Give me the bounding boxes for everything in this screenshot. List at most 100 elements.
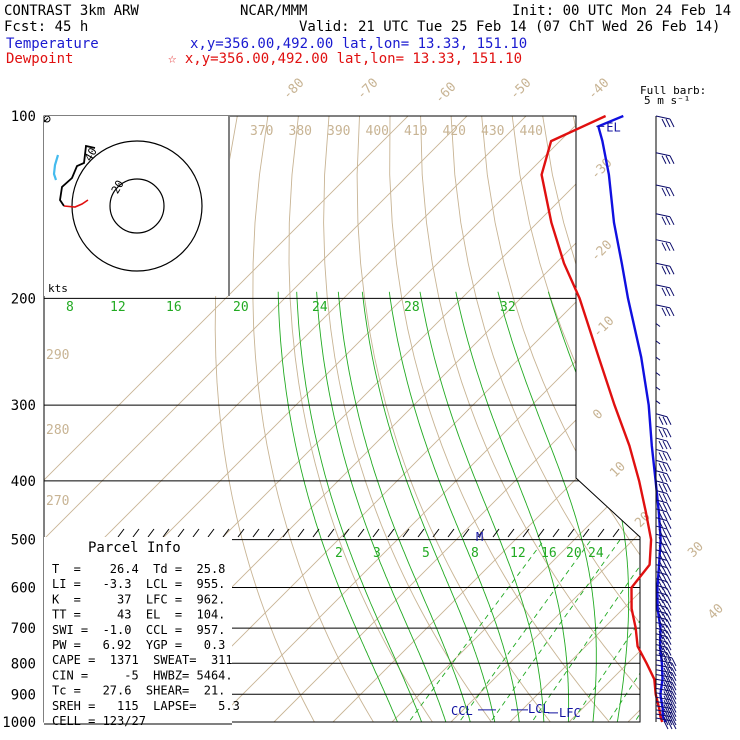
wind-barb-feather	[661, 155, 667, 165]
isotherm-line	[44, 116, 409, 722]
isobar-hatch	[312, 528, 320, 538]
wind-barb-feather	[661, 287, 667, 297]
wind-barb-feather	[662, 636, 668, 645]
wind-barb-feather	[658, 452, 664, 461]
wind-barb-staff	[655, 664, 673, 669]
theta-e-label: 32	[500, 300, 516, 315]
wind-barb-feather	[662, 613, 668, 622]
wind-barb-staff	[655, 508, 668, 513]
mixing-ratio-label: 8	[471, 546, 479, 561]
dewpoint-profile	[540, 114, 664, 723]
isobar-hatch	[207, 528, 215, 538]
init-time: Init: 00 UTC Mon 24 Feb 14	[512, 3, 731, 19]
pressure-axis-labels: 100 200 300 400 500 600 700 800 900 1000	[2, 109, 36, 731]
wind-barb	[655, 717, 677, 730]
wind-barb-staff	[655, 340, 661, 345]
wind-barb-staff	[655, 400, 661, 405]
wind-barb-feather	[666, 560, 672, 569]
isobar-hatch	[567, 528, 575, 538]
wind-barb-feather	[662, 625, 668, 634]
lfc-label: LFC	[559, 706, 581, 720]
isobar-hatch	[357, 528, 365, 538]
wind-barb-staff	[655, 638, 668, 643]
wind-barb	[655, 284, 675, 297]
isobar-hatch	[402, 528, 410, 538]
wind-barb-staff	[655, 556, 668, 561]
wind-barb-staff	[655, 649, 668, 654]
wind-barb-feather	[665, 216, 671, 226]
parcel-info-rows: T = 26.4 Td = 25.8LI = -3.3 LCL = 955.K …	[52, 562, 240, 728]
wind-barb-staff	[655, 239, 671, 244]
isobar-hatch	[222, 528, 230, 538]
theta-label: 420	[443, 124, 466, 139]
wind-barb	[655, 213, 675, 226]
moist-adiabat-line	[710, 292, 740, 735]
wind-barb-staff	[655, 356, 661, 361]
isobar-hatch	[297, 528, 305, 538]
wind-barb-staff	[655, 525, 668, 530]
theta-label: 370	[250, 124, 273, 139]
isobar-hatch	[537, 528, 545, 538]
wind-barb-staff	[655, 459, 668, 464]
wind-barb	[655, 556, 672, 569]
dry-adiabat-line	[542, 116, 640, 722]
isotherm-label: 30	[685, 539, 707, 561]
wind-barb-feather	[666, 636, 672, 645]
isotherm-line	[44, 116, 468, 722]
isobar-hatch	[552, 528, 560, 538]
isobar-hatch	[327, 528, 335, 538]
wind-barb-feather	[666, 588, 672, 597]
pressure-label: 900	[11, 687, 36, 703]
isobar-hatch	[597, 528, 605, 538]
wind-barbs	[655, 115, 677, 730]
m-label: M	[476, 530, 483, 544]
moist-adiabat-line	[388, 291, 522, 722]
isotherm-line	[332, 116, 640, 722]
wind-barb-staff	[655, 621, 668, 626]
theta-labels: 370 380 390 400 410 420 430 440 290 280 270	[46, 124, 543, 509]
wind-barb-staff	[655, 517, 668, 522]
wind-barb-staff	[655, 262, 671, 267]
theta-label-left: 270	[46, 494, 69, 509]
wind-barb-feather	[671, 686, 677, 696]
dewpoint-legend: Dewpoint	[6, 51, 73, 67]
parcel-info-row: SREH = 115 LAPSE= 5.3	[52, 699, 240, 713]
wind-barb-feather	[661, 187, 667, 197]
wind-barb-feather	[666, 544, 672, 554]
wind-barb-feather	[663, 691, 669, 700]
wind-barb-feather	[671, 708, 677, 717]
isotherm-label: -30	[588, 156, 615, 183]
moist-adiabat-line	[316, 291, 451, 722]
dry-adiabat-line	[323, 116, 502, 722]
center-title: NCAR/MMM	[240, 3, 307, 19]
model-title: CONTRAST 3km ARW	[4, 3, 139, 19]
wind-barb-staff	[655, 533, 668, 538]
wind-barb-feather	[667, 720, 673, 730]
wind-barb-feather	[658, 502, 664, 512]
isobar-hatch	[492, 528, 500, 538]
isotherm-line	[450, 116, 640, 722]
wind-barb-feather	[658, 652, 664, 661]
mixing-ratio-label: 16	[541, 546, 557, 561]
wind-barb-staff	[655, 674, 673, 679]
wind-barb	[655, 386, 661, 391]
wind-barb-staff	[655, 692, 673, 697]
wind-barb-feather	[662, 473, 668, 483]
wind-barb-feather	[671, 704, 677, 713]
isobar-hatch	[522, 528, 530, 538]
wind-barb-staff	[655, 564, 668, 569]
parcel-info-row: CELL = 123/27	[52, 714, 146, 728]
dry-adiabat-line	[389, 116, 621, 722]
wind-barb-feather	[665, 266, 671, 275]
wind-barb-staff	[655, 616, 668, 621]
parcel-info-background	[44, 537, 232, 724]
theta-label: 380	[289, 124, 312, 139]
parcel-info-title: Parcel Info	[88, 540, 181, 556]
wind-barb-feather	[662, 511, 668, 521]
wind-barb	[655, 323, 661, 327]
wind-barb-feather	[671, 712, 677, 722]
wind-barb-staff	[655, 115, 671, 120]
isobar-hatch	[192, 528, 200, 538]
wind-barb-feather	[662, 630, 668, 640]
